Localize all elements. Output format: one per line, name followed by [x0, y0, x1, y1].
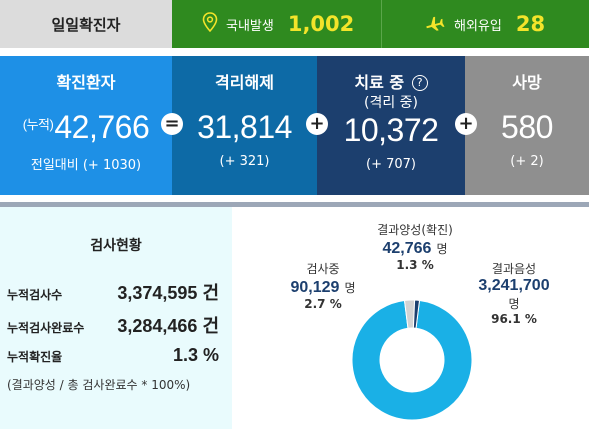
test-status-title: 검사현황 — [90, 238, 142, 254]
released-value: 31,814 — [197, 109, 292, 145]
negative-unit: 명 — [508, 297, 520, 311]
test-row-label: 누적검사수 — [7, 288, 63, 302]
equals-operator: = — [161, 113, 183, 135]
test-rate-note: (결과양성 / 총 검사완료수 * 100%) — [7, 378, 191, 392]
test-status-panel: 검사현황 누적검사수 3,374,595 건 누적검사완료수 3,284,466… — [0, 207, 232, 429]
test-row: 누적확진율 1.3 % — [7, 345, 219, 366]
treatment-value: 10,372 — [343, 112, 439, 148]
daily-confirmed-title: 일일확진자 — [0, 0, 172, 48]
plus-operator: + — [455, 113, 477, 135]
positive-value: 42,766 — [382, 240, 432, 257]
testing-label: 검사중 — [306, 262, 340, 276]
daily-confirmed-bar: 일일확진자 국내발생 1,002 해외유입 28 — [0, 0, 589, 48]
released-label: 격리해제 — [215, 73, 274, 92]
negative-pct: 96.1 % — [491, 312, 537, 326]
confirmed-diff: 전일대비 (+ 1030) — [30, 158, 142, 173]
confirmed-stat: 확진환자 (누적)42,766 전일대비 (+ 1030) — [0, 56, 172, 195]
section-divider — [0, 202, 589, 207]
released-stat: 격리해제 31,814 (+ 321) — [172, 56, 317, 195]
deaths-label: 사망 — [512, 73, 542, 92]
donut-slice-negative — [351, 299, 473, 421]
confirmed-value: 42,766 — [54, 109, 150, 145]
confirmed-prefix: (누적) — [22, 117, 54, 132]
airplane-icon — [424, 13, 446, 35]
released-diff: (+ 321) — [219, 154, 270, 169]
testing-unit: 명 — [344, 281, 356, 295]
location-pin-icon — [202, 12, 218, 36]
testing-pct: 2.7 % — [304, 297, 342, 311]
test-row-label: 누적확진율 — [7, 350, 63, 364]
negative-label: 결과음성 — [491, 262, 537, 276]
test-row-label: 누적검사완료수 — [7, 321, 85, 335]
help-icon[interactable]: ? — [411, 75, 428, 91]
positive-label-group: 결과양성(확진) 42,766 명 1.3 % — [360, 221, 470, 272]
positive-unit: 명 — [436, 242, 448, 256]
test-result-donut — [351, 299, 473, 421]
testing-label-group: 검사중 90,129 명 2.7 % — [278, 260, 368, 311]
test-row-value: 1.3 % — [172, 345, 219, 365]
treatment-label: 치료 중 — [354, 73, 405, 92]
negative-value: 3,241,700 — [478, 277, 550, 294]
test-row-value: 3,284,466 건 — [117, 316, 219, 336]
overseas-inflow: 해외유입 28 — [381, 0, 589, 48]
overseas-value: 28 — [515, 12, 546, 36]
test-row: 누적검사완료수 3,284,466 건 — [7, 312, 219, 338]
treatment-diff: (+ 707) — [366, 157, 416, 172]
deaths-diff: (+ 2) — [510, 154, 544, 169]
positive-label: 결과양성(확진) — [377, 223, 453, 237]
plus-operator: + — [306, 113, 328, 135]
confirmed-label: 확진환자 — [56, 73, 116, 92]
cumulative-stats: 확진환자 (누적)42,766 전일대비 (+ 1030) 격리해제 31,81… — [0, 56, 589, 195]
testing-value: 90,129 — [290, 279, 340, 296]
test-row-value: 3,374,595 건 — [117, 283, 219, 303]
treatment-sublabel: (격리 중) — [363, 95, 418, 111]
donut-slice-positive — [412, 299, 421, 329]
positive-pct: 1.3 % — [396, 258, 434, 272]
treatment-stat: 치료 중 ? (격리 중) 10,372 (+ 707) — [317, 56, 465, 195]
domestic-label: 국내발생 — [226, 18, 274, 34]
deaths-value: 580 — [501, 109, 553, 145]
negative-label-group: 결과음성 3,241,700 명 96.1 % — [464, 260, 564, 326]
test-result-chart: 결과양성(확진) 42,766 명 1.3 % 검사중 90,129 명 2.7… — [232, 207, 589, 429]
deaths-stat: 사망 580 (+ 2) — [465, 56, 589, 195]
overseas-label: 해외유입 — [454, 18, 502, 34]
domestic-value: 1,002 — [287, 12, 355, 36]
domestic-occurrence: 국내발생 1,002 — [172, 0, 381, 48]
test-row: 누적검사수 3,374,595 건 — [7, 279, 219, 305]
